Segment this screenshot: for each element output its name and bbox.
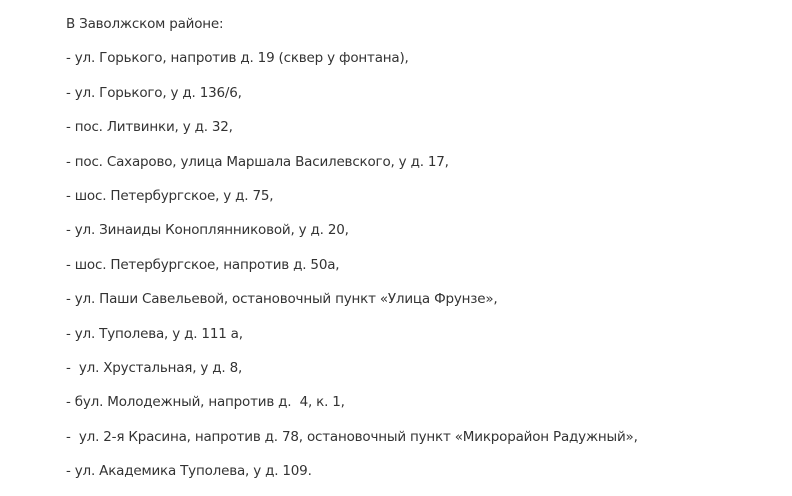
list-item: - ул. Туполева, у д. 111 а,: [66, 325, 243, 342]
list-item: - ул. Горького, напротив д. 19 (сквер у …: [66, 50, 409, 67]
list-item: - ул. Паши Савельевой, остановочный пунк…: [66, 291, 498, 308]
district-heading: В Заволжском районе:: [66, 16, 224, 32]
list-item: - шос. Петербургское, у д. 75,: [66, 187, 274, 204]
list-item: - ул. 2-я Красина, напротив д. 78, остан…: [66, 428, 638, 445]
list-item: - бул. Молодежный, напротив д. 4, к. 1,: [66, 394, 345, 411]
address-list: В Заволжском районе: - ул. Горького, нап…: [66, 15, 638, 496]
list-item: - пос. Литвинки, у д. 32,: [66, 119, 233, 136]
list-item: - ул. Горького, у д. 136/6,: [66, 84, 242, 101]
list-item: - пос. Сахарово, улица Маршала Василевск…: [66, 153, 449, 170]
list-item: - ул. Хрустальная, у д. 8,: [66, 359, 243, 376]
list-item: - ул. Зинаиды Коноплянниковой, у д. 20,: [66, 222, 349, 239]
list-item: - шос. Петербургское, напротив д. 50а,: [66, 256, 340, 273]
list-item: - ул. Академика Туполева, у д. 109.: [66, 463, 312, 480]
